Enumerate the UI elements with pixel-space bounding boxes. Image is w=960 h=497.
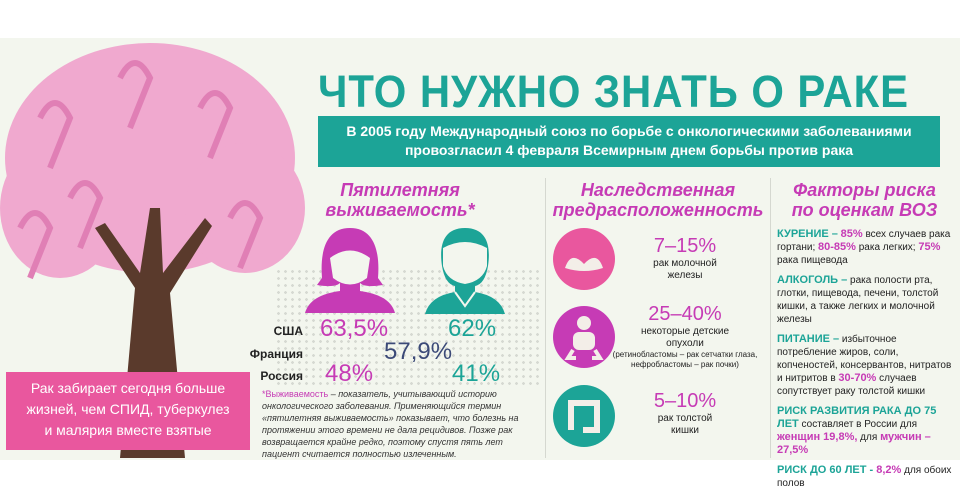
heredity-percent: 25–40%	[648, 303, 722, 325]
title-line: Факторы риска	[793, 180, 936, 200]
intestine-icon	[553, 385, 615, 447]
title-line: выживаемость*	[325, 200, 475, 220]
risk-head: РИСК ДО 60 ЛЕТ -	[777, 464, 874, 476]
risk-value: 75%	[918, 241, 941, 253]
heredity-text: рак толстой	[657, 413, 713, 424]
risk-factors-list: КУРЕНИЕ – 85% всех случаев рака гортани;…	[777, 228, 957, 497]
title-line: Наследственная	[580, 180, 736, 200]
risk-value: 85%	[840, 228, 863, 240]
country-label: США	[273, 324, 303, 338]
world-map-dots	[275, 268, 540, 388]
risk-value: женщин 19,8%,	[777, 431, 858, 443]
risk-text: рака легких;	[855, 242, 919, 253]
intro-banner: В 2005 году Международный союз по борьбе…	[318, 116, 940, 167]
page-title: ЧТО НУЖНО ЗНАТЬ О РАКЕ	[318, 66, 910, 117]
fact-line: и малярия вместе взятые	[44, 422, 212, 438]
heredity-text: некоторые детские	[640, 326, 730, 337]
heredity-note: нефробластомы – рак почки)	[631, 360, 739, 369]
risk-head: РИСК РАЗВИТИЯ РАКА ДО 75 ЛЕТ	[777, 405, 937, 430]
heredity-text: опухоли	[666, 338, 704, 349]
risk-text: для обоих полов	[777, 465, 952, 489]
women-survival-value: 63,5%	[320, 315, 389, 342]
risk-text: рака полости рта, глотки, пищевода, пече…	[777, 275, 939, 325]
man-icon	[425, 228, 505, 314]
risk-text: составляет в России для	[798, 419, 918, 430]
fact-line: жизней, чем СПИД, туберкулез	[26, 401, 230, 417]
woman-icon	[305, 228, 395, 313]
survival-title: Пятилетняя выживаемость*	[300, 180, 500, 220]
title-line: предрасположенность	[552, 200, 764, 220]
title-line: Пятилетняя	[340, 180, 460, 200]
risk-text: избыточное потребление жиров, соли, копч…	[777, 334, 952, 384]
risk-head: АЛКОГОЛЬ –	[777, 274, 848, 286]
fact-line: Рак забирает сегодня больше	[30, 380, 226, 396]
banner-line: В 2005 году Международный союз по борьбе…	[346, 123, 912, 139]
risk-title: Факторы риска по оценкам ВОЗ	[772, 180, 957, 220]
heredity-item: 7–15% рак молочной железы	[615, 235, 755, 282]
heredity-item: 5–10% рак толстой кишки	[615, 390, 755, 437]
risk-nutrition: ПИТАНИЕ – избыточное потребление жиров, …	[777, 333, 957, 398]
column-divider	[770, 178, 771, 458]
risk-text: рака пищевода	[777, 255, 848, 266]
risk-head: ПИТАНИЕ –	[777, 333, 840, 345]
pink-ribbon-tree-icon	[0, 43, 305, 458]
heredity-text: железы	[667, 270, 703, 281]
country-label: Франция	[249, 347, 303, 361]
men-survival-value: 62%	[448, 315, 497, 342]
risk-value: мужчин – 27,5%	[777, 431, 931, 456]
risk-text: всех случаев рака гортани;	[777, 229, 951, 253]
heredity-text: кишки	[671, 425, 699, 436]
men-survival-value: 41%	[452, 360, 501, 387]
heredity-text: рак молочной	[653, 258, 717, 269]
risk-value: 80-85%	[818, 241, 856, 253]
heredity-note: (ретинобластомы – рак сетчатки глаза,	[612, 350, 758, 359]
heredity-title: Наследственная предрасположенность	[548, 180, 768, 220]
risk-text: для	[857, 432, 881, 443]
heredity-item: 25–40% некоторые детские опухоли (ретино…	[595, 303, 775, 370]
risk-alcohol: АЛКОГОЛЬ – рака полости рта, глотки, пищ…	[777, 274, 957, 326]
footnote-text: – показатель, учитывающий историю онколо…	[262, 389, 519, 459]
risk-60: РИСК ДО 60 ЛЕТ - 8,2% для обоих полов	[777, 464, 957, 490]
risk-text: случаев сопутствует раку толстой кишки	[777, 373, 926, 397]
risk-value: 30-70%	[838, 372, 877, 384]
pink-fact-box: Рак забирает сегодня больше жизней, чем …	[6, 372, 250, 450]
risk-75: РИСК РАЗВИТИЯ РАКА ДО 75 ЛЕТ составляет …	[777, 405, 957, 457]
baby-icon	[553, 306, 615, 368]
bra-icon	[553, 228, 615, 290]
risk-value: 8,2%	[873, 464, 902, 476]
country-label: Россия	[260, 369, 303, 383]
title-line: по оценкам ВОЗ	[791, 200, 938, 220]
risk-smoking: КУРЕНИЕ – 85% всех случаев рака гортани;…	[777, 228, 957, 267]
footnote-term: *Выживаемость	[262, 389, 329, 399]
risk-head: КУРЕНИЕ –	[777, 228, 838, 240]
infographic: Рак забирает сегодня больше жизней, чем …	[0, 38, 960, 489]
column-divider	[545, 178, 546, 458]
both-survival-value: 57,9%	[384, 338, 453, 365]
heredity-percent: 5–10%	[653, 390, 717, 412]
heredity-percent: 7–15%	[653, 235, 717, 257]
women-survival-value: 48%	[325, 360, 374, 387]
banner-line: провозгласил 4 февраля Всемирным днем бо…	[404, 142, 854, 158]
survival-footnote: *Выживаемость – показатель, учитывающий …	[262, 388, 540, 460]
